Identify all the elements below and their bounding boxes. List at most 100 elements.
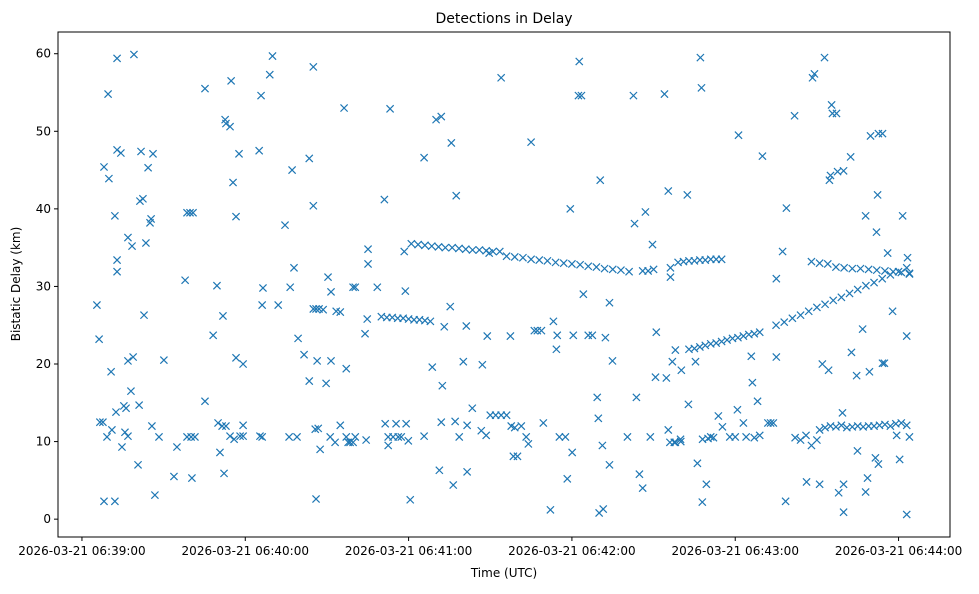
data-point [826, 171, 835, 180]
data-point [380, 195, 389, 204]
data-point [126, 387, 135, 396]
data-point [870, 278, 879, 287]
data-point [723, 335, 732, 344]
data-point [437, 112, 446, 121]
data-point [462, 321, 471, 331]
data-point [92, 301, 101, 310]
data-point [623, 432, 632, 441]
data-point [478, 360, 487, 369]
data-point [319, 305, 328, 314]
data-point [594, 414, 603, 423]
data-point [733, 333, 742, 342]
data-point [258, 283, 267, 293]
data-point [455, 432, 464, 441]
data-point [441, 243, 450, 252]
data-point [258, 301, 267, 310]
data-point [148, 149, 158, 158]
data-point [386, 104, 395, 113]
data-point [400, 247, 409, 256]
data-point [852, 371, 861, 380]
data-point [221, 422, 230, 431]
data-point [497, 73, 506, 82]
data-point [662, 373, 671, 382]
data-point [697, 83, 706, 92]
data-point [364, 245, 373, 254]
data-point [755, 328, 764, 337]
data-point [648, 240, 657, 249]
data-point [546, 505, 555, 514]
data-point [821, 423, 830, 432]
data-point [451, 417, 460, 426]
data-point [129, 50, 138, 59]
data-point [230, 435, 239, 444]
data-point [815, 425, 824, 434]
data-point [853, 446, 862, 455]
data-point [772, 353, 781, 362]
data-point [113, 267, 122, 276]
data-point [742, 432, 751, 441]
data-point [111, 408, 121, 417]
x-tick-label: 2026-03-21 06:44:00 [835, 544, 962, 558]
data-point [846, 152, 855, 161]
data-point [292, 432, 302, 441]
data-point [265, 70, 274, 79]
data-point [236, 432, 245, 441]
data-point [812, 436, 821, 445]
x-tick-label: 2026-03-21 06:42:00 [508, 544, 635, 558]
data-point [815, 480, 824, 489]
data-point [517, 422, 526, 431]
data-point [895, 455, 904, 464]
data-point [693, 459, 702, 468]
data-point [134, 460, 143, 469]
data-point [316, 445, 325, 454]
data-point [373, 283, 382, 292]
data-point [878, 359, 887, 368]
data-point [861, 281, 870, 290]
data-point [861, 487, 870, 497]
data-point [136, 147, 146, 156]
data-point [420, 153, 429, 162]
data-point [566, 204, 575, 213]
data-point [154, 432, 164, 441]
data-point [188, 208, 198, 217]
data-point [848, 264, 857, 273]
data-point [671, 346, 680, 355]
y-tick-label: 10 [36, 435, 51, 449]
data-point [584, 262, 593, 271]
data-point [231, 353, 241, 362]
data-point [113, 256, 122, 265]
data-point [362, 436, 371, 445]
data-point [313, 356, 322, 365]
data-point [229, 178, 238, 187]
data-point [274, 301, 283, 310]
data-point [840, 263, 849, 272]
data-point [257, 91, 266, 100]
y-tick-label: 20 [36, 357, 51, 371]
data-point [677, 366, 686, 375]
data-point [577, 91, 586, 100]
data-point [878, 274, 887, 283]
data-point [239, 359, 248, 369]
data-point [349, 283, 358, 292]
data-point [227, 76, 236, 85]
data-point [218, 311, 227, 320]
data-point [845, 289, 854, 298]
data-point [807, 257, 816, 266]
data-point [268, 52, 277, 61]
data-point [99, 497, 109, 506]
data-point [381, 419, 390, 428]
data-point [549, 317, 558, 326]
data-point [434, 242, 443, 251]
data-point [99, 162, 109, 172]
data-point [187, 432, 196, 441]
data-point [394, 432, 403, 441]
data-point [739, 418, 748, 427]
data-point [676, 437, 685, 446]
data-point [709, 433, 718, 442]
data-point [905, 432, 914, 441]
data-point [553, 331, 562, 340]
data-point [128, 242, 137, 251]
data-point [837, 421, 846, 430]
